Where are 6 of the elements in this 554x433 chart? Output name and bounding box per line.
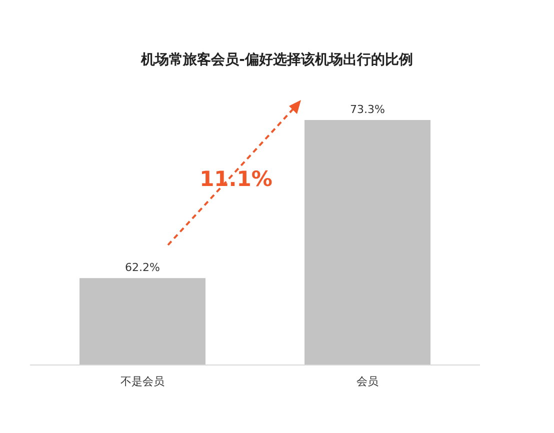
x-tick-label: 会员 bbox=[356, 375, 378, 388]
data-label: 73.3% bbox=[350, 103, 385, 116]
x-tick-label: 不是会员 bbox=[120, 375, 164, 388]
annotation: 11.1% bbox=[200, 167, 272, 191]
data-label: 62.2% bbox=[125, 261, 160, 274]
chart-title: 机场常旅客会员-偏好选择该机场出行的比例 bbox=[140, 51, 413, 68]
